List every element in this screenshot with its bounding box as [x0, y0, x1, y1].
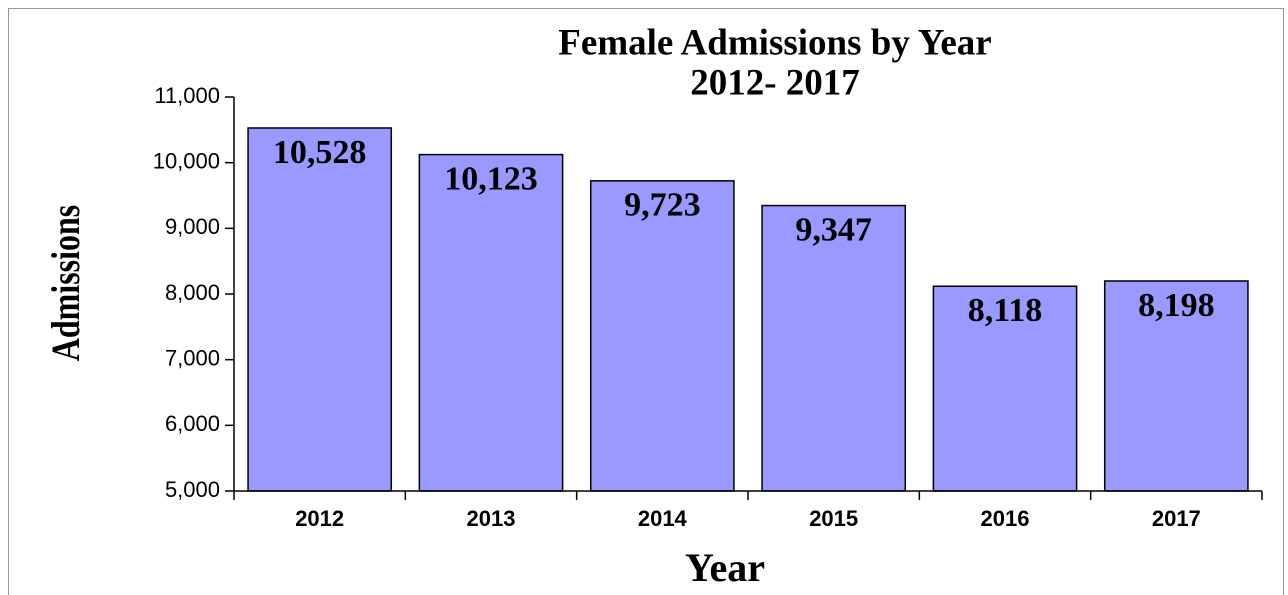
x-tick-label: 2013 [467, 506, 516, 531]
chart-subtitle: 2012- 2017 [690, 62, 860, 103]
y-tick-label: 11,000 [154, 83, 220, 108]
x-axis-label: Year [685, 545, 765, 590]
x-tick-label: 2015 [809, 506, 858, 531]
y-tick-label: 5,000 [165, 477, 220, 502]
x-tick-label: 2016 [981, 506, 1030, 531]
bar [589, 180, 735, 492]
bar [761, 204, 907, 492]
value-label: 8,198 [1138, 287, 1215, 324]
bar [1103, 280, 1249, 492]
value-label: 8,118 [968, 292, 1043, 329]
y-tick-label: 9,000 [165, 214, 220, 239]
y-axis-label: Admissions [44, 205, 88, 361]
value-label: 9,347 [795, 211, 872, 248]
y-tick-label: 10,000 [153, 148, 220, 173]
x-tick-label: 2014 [638, 506, 688, 531]
x-tick-label: 2012 [295, 506, 344, 531]
y-tick-label: 6,000 [165, 411, 220, 436]
value-label: 10,123 [444, 160, 538, 197]
chart-title: Female Admissions by Year [558, 22, 991, 63]
y-tick-label: 8,000 [165, 280, 220, 305]
bar [932, 285, 1078, 492]
y-tick-label: 7,000 [165, 345, 220, 370]
value-label: 9,723 [624, 187, 701, 224]
bar [247, 127, 393, 492]
x-tick-label: 2017 [1152, 506, 1201, 531]
bar [418, 153, 564, 492]
value-label: 10,528 [273, 134, 367, 171]
chart-frame [8, 8, 1284, 595]
